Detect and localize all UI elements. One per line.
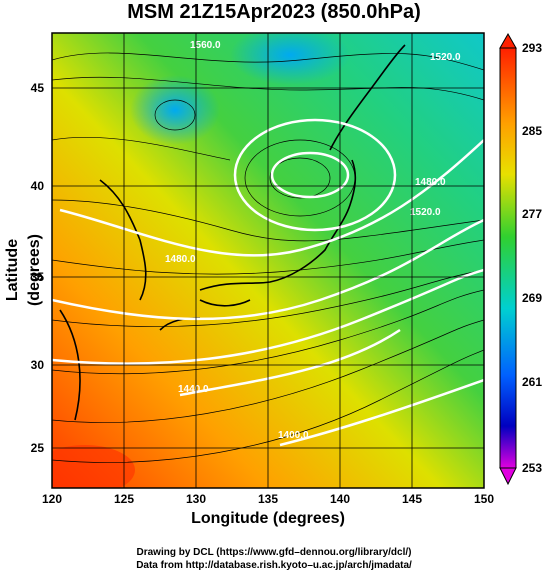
contour-label: 1520.0 [430,52,461,63]
x-tick-label: 125 [114,492,134,506]
colorbar-bottom-arrow [499,467,517,486]
colorbar-tick-label: 277 [522,207,542,221]
contour-label: 1440.0 [178,384,209,395]
x-axis-ticks: 120 125 130 135 140 145 150 [42,492,494,506]
x-tick-label: 135 [258,492,278,506]
contour-label: 1400.0 [278,430,309,441]
y-tick-label: 30 [31,358,45,372]
colorbar-tick-label: 285 [522,124,542,138]
credit-dcl: Drawing by DCL (https://www.gfd–dennou.o… [136,547,412,558]
height-contours [52,118,484,447]
y-tick-label: 25 [31,441,45,455]
colorbar-tick-label: 253 [522,461,542,475]
x-tick-label: 130 [186,492,206,506]
contour-label: 1560.0 [190,40,221,51]
y-tick-label: 40 [31,179,45,193]
colorbar-top-arrow [499,32,517,49]
y-tick-label: 45 [31,81,45,95]
colorbar-tick-label: 261 [522,375,542,389]
temperature-field [52,33,484,488]
colorbar: 293 285 277 269 261 253 [499,32,542,486]
colorbar-scale [499,47,517,469]
y-axis-ticks: 25 30 35 40 45 [31,81,45,455]
x-tick-label: 120 [42,492,62,506]
contour-label: 1520.0 [410,207,441,218]
x-tick-label: 140 [330,492,350,506]
colorbar-tick-label: 293 [522,41,542,55]
x-tick-label: 150 [474,492,494,506]
graticule [52,33,484,488]
map-frame [51,32,485,489]
x-axis-label: Longitude (degrees) [191,510,345,527]
map-title: MSM 21Z15Apr2023 (850.0hPa) [127,1,421,23]
colorbar-tick-label: 269 [522,291,542,305]
contour-labels: 1560.0 1520.0 1480.0 1440.0 1480.0 1520.… [165,40,461,441]
contour-label: 1480.0 [165,254,196,265]
y-tick-label: 35 [31,270,45,284]
credit-data-source: Data from http://database.rish.kyoto–u.a… [136,560,412,571]
contour-label: 1480.0 [415,177,446,188]
x-tick-label: 145 [402,492,422,506]
